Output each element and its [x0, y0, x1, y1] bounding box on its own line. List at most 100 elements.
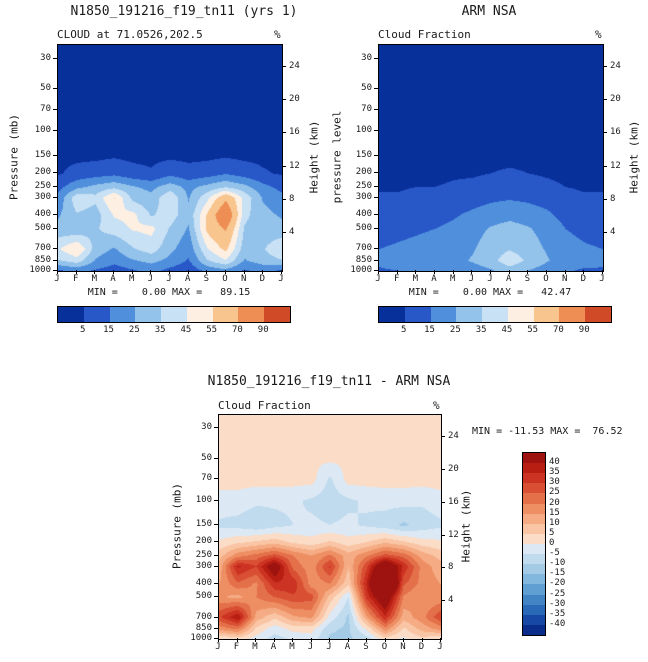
colorbar-segment	[585, 307, 612, 322]
height-tick	[282, 66, 286, 67]
panel3-heatmap	[218, 414, 442, 640]
colorbar-segment	[523, 473, 545, 484]
height-tick-label: 8	[610, 193, 616, 204]
month-tick-label: J	[468, 274, 475, 284]
month-tick	[169, 270, 170, 274]
pressure-tick	[374, 155, 378, 157]
month-tick	[583, 270, 585, 274]
month-tick	[440, 638, 441, 642]
height-tick	[603, 66, 607, 67]
pressure-tick-label: 150	[195, 519, 212, 530]
colorbar-label: 25	[449, 325, 461, 335]
panel3-title: N1850_191216_f19_tn11 - ARM NSA	[207, 374, 451, 389]
colorbar-segment	[523, 614, 545, 625]
pressure-tick	[374, 172, 378, 174]
pressure-tick	[214, 628, 218, 630]
month-tick-label: J	[599, 274, 605, 284]
height-tick	[441, 600, 445, 602]
pressure-tick	[214, 524, 218, 526]
colorbar-label: -5	[549, 548, 560, 559]
pressure-tick	[214, 554, 218, 556]
height-tick-label: 4	[289, 227, 295, 237]
colorbar-label: 5	[549, 527, 555, 538]
colorbar-segment	[523, 493, 545, 504]
month-tick	[75, 270, 77, 274]
height-tick	[441, 567, 445, 569]
pressure-tick	[214, 616, 218, 618]
pressure-tick	[214, 499, 218, 501]
month-tick-label: O	[222, 274, 228, 284]
pressure-tick	[214, 427, 218, 429]
panel2-title: ARM NSA	[461, 4, 517, 19]
colorbar-segment	[238, 307, 265, 322]
pressure-tick-label: 150	[34, 150, 51, 161]
colorbar-segment	[523, 624, 545, 635]
height-tick	[441, 435, 445, 437]
month-tick-label: M	[289, 642, 295, 652]
colorbar-label: 45	[180, 325, 192, 335]
month-tick-label: S	[203, 274, 210, 284]
colorbar-segment	[212, 307, 239, 322]
month-tick	[225, 270, 226, 274]
panel1-heatmap	[57, 44, 283, 272]
month-tick	[527, 270, 529, 274]
pressure-tick-label: 700	[34, 243, 51, 254]
panel3-height-axis-label: Height (km)	[459, 489, 473, 563]
colorbar-segment	[523, 523, 545, 534]
pressure-tick-label: 70	[40, 103, 51, 114]
month-tick	[236, 638, 238, 642]
panel1-subtitle: CLOUD at 71.0526,202.5	[57, 28, 203, 41]
pressure-tick	[214, 478, 218, 480]
month-tick-label: A	[184, 274, 191, 284]
colorbar-segment	[523, 574, 545, 585]
panel3-subtitle: Cloud Fraction	[218, 399, 311, 412]
colorbar-label: 10	[549, 517, 560, 528]
colorbar-label: -10	[549, 558, 566, 569]
pressure-tick	[214, 541, 218, 543]
pressure-tick-label: 500	[355, 222, 372, 233]
month-tick-label: J	[215, 642, 221, 652]
month-tick	[490, 270, 491, 274]
panel3-minmax-label: MIN = -11.53 MAX = 76.52	[472, 426, 623, 437]
pressure-tick	[214, 458, 218, 460]
colorbar-label: 20	[549, 497, 560, 508]
colorbar-segment	[456, 307, 483, 322]
pressure-tick-label: 300	[34, 192, 51, 203]
pressure-tick	[374, 270, 378, 271]
month-tick-label: J	[307, 642, 314, 652]
pressure-tick-label: 400	[355, 209, 372, 220]
pressure-tick	[214, 596, 218, 598]
colorbar-segment	[161, 307, 187, 322]
pressure-tick-label: 200	[195, 536, 212, 547]
colorbar-segment	[186, 307, 213, 322]
colorbar-segment	[109, 307, 136, 322]
month-tick	[113, 270, 114, 274]
month-tick-label: D	[418, 642, 425, 652]
month-tick	[292, 638, 293, 642]
colorbar-label: 55	[527, 325, 539, 335]
colorbar-label: -30	[549, 598, 566, 609]
colorbar-segment	[523, 584, 545, 595]
month-tick	[131, 270, 133, 274]
pressure-tick-label: 500	[34, 222, 51, 233]
month-tick-label: S	[524, 274, 531, 284]
pressure-tick-label: 1000	[190, 633, 212, 643]
month-tick	[366, 638, 367, 642]
month-tick-label: M	[412, 274, 419, 284]
pressure-tick	[53, 260, 57, 262]
pressure-tick	[53, 108, 57, 110]
month-tick-label: J	[437, 642, 443, 652]
month-tick	[602, 270, 603, 274]
panel1-title: N1850_191216_f19_tn11 (yrs 1)	[70, 4, 298, 19]
month-tick-label: F	[72, 274, 79, 284]
height-tick-label: 24	[289, 61, 300, 71]
height-tick	[282, 232, 286, 233]
pressure-tick	[53, 172, 57, 174]
height-tick-label: 12	[289, 160, 300, 171]
month-tick-label: A	[110, 274, 116, 284]
colorbar-segment	[135, 307, 162, 322]
colorbar	[57, 306, 291, 323]
height-tick	[441, 534, 445, 536]
colorbar-segment	[507, 307, 534, 322]
pressure-tick	[53, 197, 57, 199]
